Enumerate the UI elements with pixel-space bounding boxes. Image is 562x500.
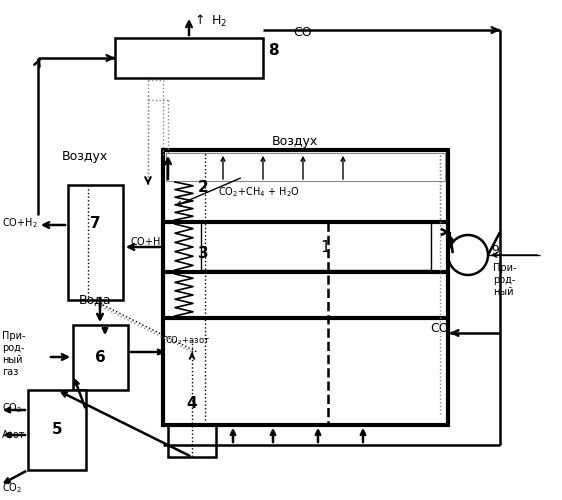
Bar: [163, 150, 448, 425]
Text: CO$_2$: CO$_2$: [2, 401, 22, 415]
Text: CO$_2$: CO$_2$: [2, 481, 22, 495]
Bar: [28, 390, 86, 470]
Text: 2: 2: [198, 180, 209, 194]
Text: CO$_2$+CH$_4$ + H$_2$O: CO$_2$+CH$_4$ + H$_2$O: [218, 185, 300, 199]
Text: Воздух: Воздух: [62, 150, 108, 163]
Text: При-: При-: [2, 331, 25, 341]
Text: CO+H$_2$: CO+H$_2$: [2, 216, 38, 230]
Text: 7: 7: [90, 216, 100, 230]
Text: CO: CO: [293, 26, 311, 39]
Text: ный: ный: [493, 287, 514, 297]
Text: 5: 5: [52, 422, 62, 438]
Text: $\uparrow$ H$_2$: $\uparrow$ H$_2$: [192, 13, 228, 29]
Text: Воздух: Воздух: [272, 135, 318, 148]
Bar: [166, 153, 445, 181]
Text: CO+H$_2$: CO+H$_2$: [130, 235, 166, 249]
Bar: [68, 185, 123, 300]
Text: 6: 6: [94, 350, 106, 364]
Text: CO$_2$+азот: CO$_2$+азот: [165, 334, 210, 347]
Text: род-: род-: [2, 343, 24, 353]
Text: 9: 9: [491, 244, 499, 256]
Bar: [201, 222, 431, 270]
Bar: [115, 38, 263, 78]
Text: 1: 1: [320, 240, 330, 254]
Bar: [168, 352, 216, 457]
Text: род-: род-: [493, 275, 515, 285]
Text: Азот: Азот: [2, 430, 25, 440]
Text: 3: 3: [198, 246, 209, 262]
Text: 8: 8: [268, 43, 279, 58]
Text: CO: CO: [430, 322, 448, 334]
Bar: [73, 325, 128, 390]
Text: газ: газ: [2, 367, 19, 377]
Text: При-: При-: [493, 263, 516, 273]
Text: ный: ный: [2, 355, 22, 365]
Text: 4: 4: [187, 396, 197, 411]
Text: Вода: Вода: [79, 293, 111, 306]
